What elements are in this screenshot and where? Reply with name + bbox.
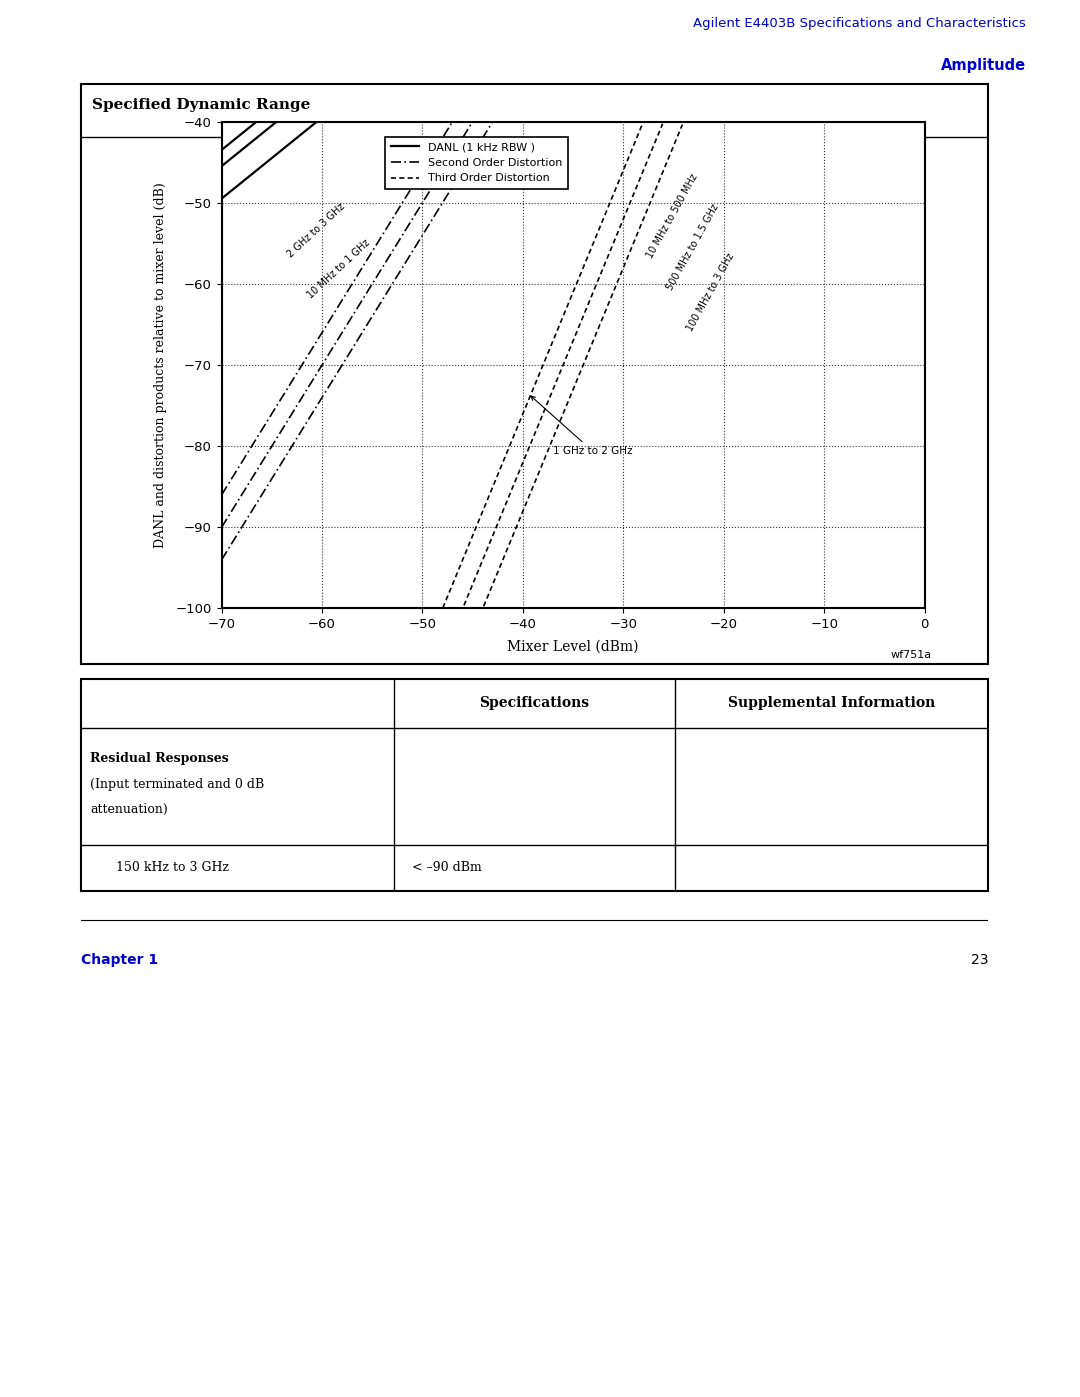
- Text: Specified Dynamic Range: Specified Dynamic Range: [92, 98, 310, 112]
- Text: 150 kHz to 3 GHz: 150 kHz to 3 GHz: [104, 862, 229, 875]
- Text: Specifications: Specifications: [480, 696, 590, 710]
- Text: Chapter 1: Chapter 1: [81, 953, 158, 967]
- Text: 1 GHz to 2 GHz: 1 GHz to 2 GHz: [531, 397, 633, 457]
- Text: Residual Responses: Residual Responses: [90, 752, 229, 766]
- Text: wf751a: wf751a: [891, 650, 932, 659]
- Text: 100 MHz to 3 GHz: 100 MHz to 3 GHz: [685, 251, 737, 332]
- Text: Agilent E4403B Specifications and Characteristics: Agilent E4403B Specifications and Charac…: [693, 17, 1026, 29]
- Text: 23: 23: [971, 953, 988, 967]
- X-axis label: Mixer Level (dBm): Mixer Level (dBm): [508, 640, 639, 654]
- Text: 10 MHz to 1 GHz: 10 MHz to 1 GHz: [306, 237, 372, 300]
- Text: Supplemental Information: Supplemental Information: [728, 696, 935, 710]
- Text: 2 GHz to 3 GHz: 2 GHz to 3 GHz: [285, 201, 347, 260]
- Text: 500 MHz to 1.5 GHz: 500 MHz to 1.5 GHz: [665, 203, 720, 292]
- Text: attenuation): attenuation): [90, 803, 167, 816]
- Legend: DANL (1 kHz RBW ), Second Order Distortion, Third Order Distortion: DANL (1 kHz RBW ), Second Order Distorti…: [386, 137, 567, 189]
- Text: 10 MHz to 500 MHz: 10 MHz to 500 MHz: [645, 172, 700, 260]
- Text: Agilent E4403B Specifications and
Characteristics: Agilent E4403B Specifications and Charac…: [1013, 478, 1035, 668]
- Text: (Input terminated and 0 dB: (Input terminated and 0 dB: [90, 778, 265, 791]
- Text: < –90 dBm: < –90 dBm: [413, 862, 482, 875]
- Text: Amplitude: Amplitude: [941, 57, 1026, 73]
- Y-axis label: DANL and distortion products relative to mixer level (dB): DANL and distortion products relative to…: [154, 182, 167, 548]
